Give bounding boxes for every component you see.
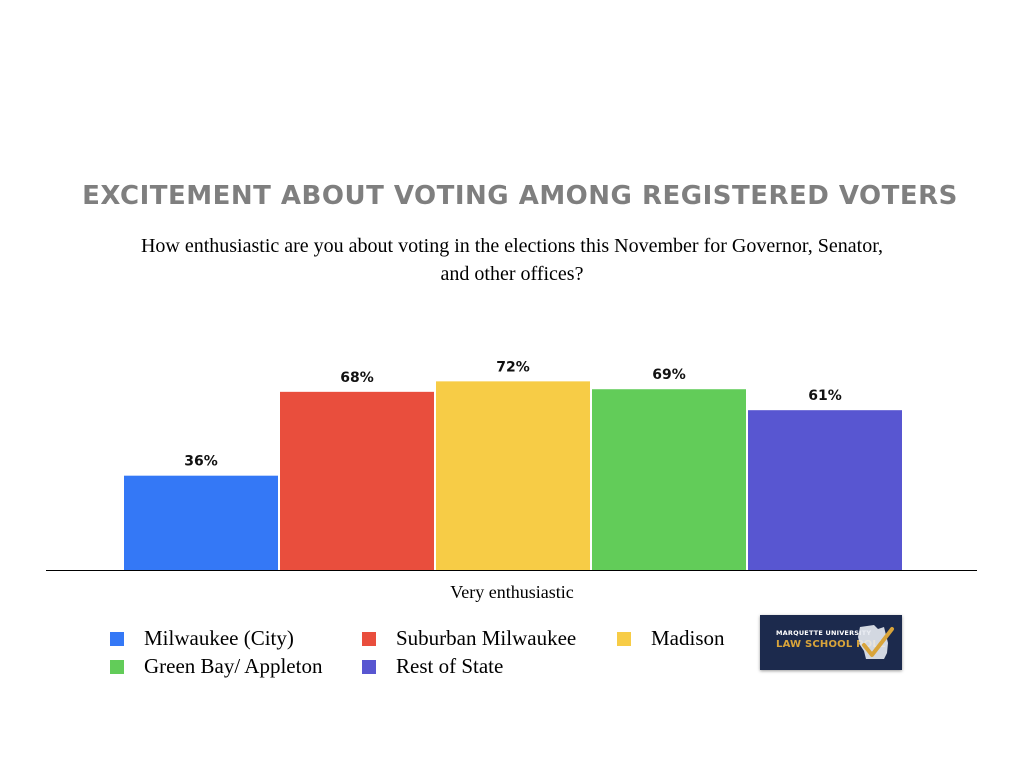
chart-subtitle: How enthusiastic are you about voting in… [140,235,884,285]
legend-label: Madison [651,626,725,650]
legend: Milwaukee (City) Suburban Milwaukee Madi… [110,626,750,686]
bar-value-label: 72% [496,359,530,375]
bar-value-label: 61% [808,388,842,404]
wisconsin-check-icon [858,625,894,659]
logo-line2: LAW SCHOOL POLL [776,639,886,650]
bar-madison [436,381,590,570]
legend-swatch [362,631,376,646]
bar-rest-of-state [748,410,902,570]
legend-swatch [362,659,376,674]
legend-swatch [617,631,631,646]
legend-item-milwaukee-city: Milwaukee (City) [110,626,294,651]
bar-value-label: 36% [184,454,218,470]
bar-value-label: 68% [340,370,374,386]
marquette-law-school-poll-logo: MARQUETTE UNIVERSITY LAW SCHOOL POLL [760,615,902,670]
legend-swatch [110,631,124,646]
legend-item-green-bay-appleton: Green Bay/ Appleton [110,654,322,679]
legend-item-madison: Madison [617,626,725,651]
bar-milwaukee-city [124,475,278,570]
category-label: Very enthusiastic [450,582,573,602]
legend-item-suburban-milwaukee: Suburban Milwaukee [362,626,576,651]
legend-item-rest-of-state: Rest of State [362,654,503,679]
chart-title: EXCITEMENT ABOUT VOTING AMONG REGISTERED… [82,181,958,211]
logo-line1: MARQUETTE UNIVERSITY [776,629,872,637]
legend-label: Rest of State [396,654,504,678]
legend-label: Green Bay/ Appleton [144,654,323,678]
legend-swatch [110,659,124,674]
bar-suburban-milwaukee [280,391,434,570]
legend-label: Suburban Milwaukee [396,626,577,650]
legend-label: Milwaukee (City) [144,626,294,650]
bar-green-bay-appleton [592,389,746,570]
bar-value-label: 69% [652,367,686,383]
